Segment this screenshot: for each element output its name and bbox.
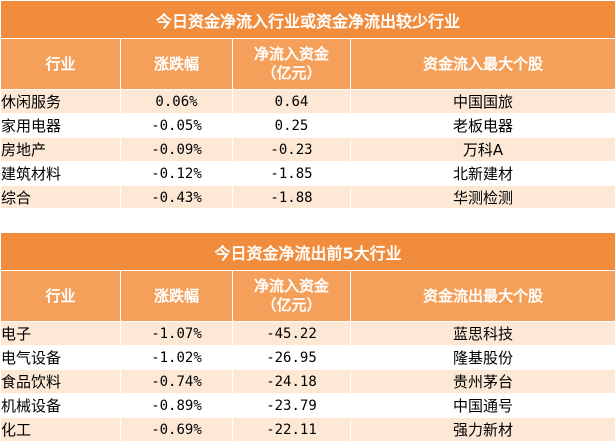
inflow-industry-table: 今日资金净流入行业或资金净流出较少行业 行业 涨跌幅 净流入资金 （亿元） 资金… — [0, 0, 615, 210]
stock-cell: 华测检测 — [349, 185, 615, 210]
header-net-flow: 净流入资金 （亿元） — [232, 38, 351, 90]
table-row: 机械设备 -0.89% -23.79 中国通号 — [0, 393, 615, 418]
table-row: 综合 -0.43% -1.88 华测检测 — [0, 185, 615, 210]
flow-cell: -24.18 — [232, 369, 351, 394]
table-row: 电子 -1.07% -45.22 蓝思科技 — [0, 321, 615, 346]
header-industry: 行业 — [0, 38, 121, 90]
flow-cell: 0.25 — [232, 113, 351, 138]
header-change: 涨跌幅 — [120, 270, 233, 322]
industry-cell: 建筑材料 — [0, 161, 121, 186]
change-cell: -0.05% — [120, 113, 233, 138]
flow-cell: -22.11 — [232, 417, 351, 442]
industry-cell: 房地产 — [0, 137, 121, 162]
industry-cell: 电气设备 — [0, 345, 121, 370]
stock-cell: 蓝思科技 — [349, 321, 615, 346]
industry-cell: 休闲服务 — [0, 89, 121, 114]
stock-cell: 贵州茅台 — [349, 369, 615, 394]
flow-cell: -26.95 — [232, 345, 351, 370]
flow-cell: -23.79 — [232, 393, 351, 418]
stock-cell: 强力新材 — [349, 417, 615, 442]
stock-cell: 中国通号 — [349, 393, 615, 418]
inflow-table-title: 今日资金净流入行业或资金净流出较少行业 — [0, 0, 615, 39]
table-row: 休闲服务 0.06% 0.64 中国国旅 — [0, 89, 615, 114]
industry-cell: 电子 — [0, 321, 121, 346]
industry-cell: 化工 — [0, 417, 121, 442]
table-row: 食品饮料 -0.74% -24.18 贵州茅台 — [0, 369, 615, 394]
header-net-flow-line1: 净流入资金 — [253, 277, 329, 295]
stock-cell: 北新建材 — [349, 161, 615, 186]
stock-cell: 老板电器 — [349, 113, 615, 138]
outflow-table-title: 今日资金净流出前5大行业 — [0, 232, 615, 271]
change-cell: 0.06% — [120, 89, 233, 114]
flow-cell: -1.85 — [232, 161, 351, 186]
flow-cell: -45.22 — [232, 321, 351, 346]
header-net-flow-line2: （亿元） — [261, 64, 322, 82]
table-row: 家用电器 -0.05% 0.25 老板电器 — [0, 113, 615, 138]
stock-cell: 隆基股份 — [349, 345, 615, 370]
header-top-stock: 资金流出最大个股 — [349, 270, 615, 322]
change-cell: -0.43% — [120, 185, 233, 210]
change-cell: -1.07% — [120, 321, 233, 346]
header-industry: 行业 — [0, 270, 121, 322]
industry-cell: 综合 — [0, 185, 121, 210]
change-cell: -0.89% — [120, 393, 233, 418]
header-net-flow: 净流入资金 （亿元） — [232, 270, 351, 322]
industry-cell: 家用电器 — [0, 113, 121, 138]
flow-cell: 0.64 — [232, 89, 351, 114]
change-cell: -1.02% — [120, 345, 233, 370]
stock-cell: 万科A — [349, 137, 615, 162]
header-change: 涨跌幅 — [120, 38, 233, 90]
change-cell: -0.69% — [120, 417, 233, 442]
change-cell: -0.12% — [120, 161, 233, 186]
header-net-flow-line1: 净流入资金 — [253, 45, 329, 63]
flow-cell: -0.23 — [232, 137, 351, 162]
change-cell: -0.74% — [120, 369, 233, 394]
industry-cell: 机械设备 — [0, 393, 121, 418]
stock-cell: 中国国旅 — [349, 89, 615, 114]
flow-cell: -1.88 — [232, 185, 351, 210]
header-net-flow-line2: （亿元） — [261, 296, 322, 314]
table-gap — [0, 208, 615, 232]
outflow-industry-table: 今日资金净流出前5大行业 行业 涨跌幅 净流入资金 （亿元） 资金流出最大个股 … — [0, 232, 615, 442]
change-cell: -0.09% — [120, 137, 233, 162]
table-row: 化工 -0.69% -22.11 强力新材 — [0, 417, 615, 442]
table-row: 建筑材料 -0.12% -1.85 北新建材 — [0, 161, 615, 186]
table-row: 房地产 -0.09% -0.23 万科A — [0, 137, 615, 162]
industry-cell: 食品饮料 — [0, 369, 121, 394]
table-row: 电气设备 -1.02% -26.95 隆基股份 — [0, 345, 615, 370]
header-top-stock: 资金流入最大个股 — [349, 38, 615, 90]
